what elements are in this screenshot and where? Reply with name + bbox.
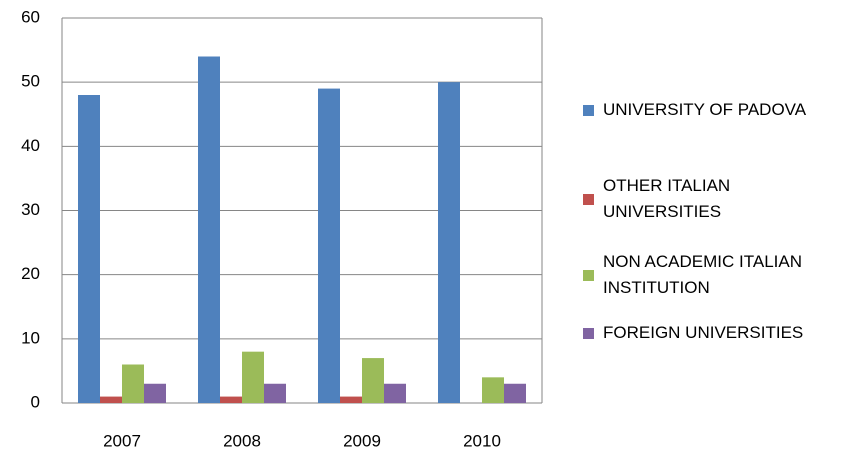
- bar: [438, 82, 460, 404]
- bar: [100, 396, 122, 403]
- legend-item: UNIVERSITY OF PADOVA: [583, 97, 845, 123]
- legend-item: NON ACADEMIC ITALIAN INSTITUTION: [583, 249, 845, 301]
- x-tick-label: 2009: [343, 431, 381, 450]
- y-tick-label: 50: [21, 72, 40, 91]
- bar: [144, 383, 166, 403]
- legend-swatch: [583, 327, 594, 339]
- bar: [504, 383, 526, 403]
- legend-swatch: [583, 269, 594, 281]
- legend-item: FOREIGN UNIVERSITIES: [583, 320, 845, 346]
- y-tick-label: 30: [21, 200, 40, 219]
- bar: [198, 56, 220, 403]
- legend-label: FOREIGN UNIVERSITIES: [603, 323, 804, 342]
- legend-label: UNIVERSITY OF PADOVA: [603, 100, 807, 119]
- bar: [318, 88, 340, 403]
- bar: [122, 364, 144, 403]
- y-tick-label: 40: [21, 136, 40, 155]
- bar: [264, 383, 286, 403]
- legend-swatch: [583, 193, 594, 205]
- y-tick-label: 10: [21, 328, 40, 347]
- x-tick-label: 2008: [223, 431, 261, 450]
- y-tick-label: 60: [21, 7, 40, 26]
- legend-label: NON ACADEMIC ITALIAN INSTITUTION: [603, 252, 802, 297]
- legend-label: OTHER ITALIAN UNIVERSITIES: [603, 176, 731, 221]
- bar: [78, 95, 100, 403]
- legend-swatch: [583, 104, 594, 116]
- bar: [482, 377, 504, 403]
- legend-item: OTHER ITALIAN UNIVERSITIES: [583, 173, 845, 225]
- bar: [340, 396, 362, 403]
- bar: [384, 383, 406, 403]
- bar: [362, 358, 384, 403]
- bar: [242, 351, 264, 403]
- x-tick-label: 2007: [103, 431, 141, 450]
- y-tick-label: 0: [31, 392, 40, 411]
- x-tick-label: 2010: [463, 431, 501, 450]
- bar: [220, 396, 242, 403]
- y-tick-label: 20: [21, 264, 40, 283]
